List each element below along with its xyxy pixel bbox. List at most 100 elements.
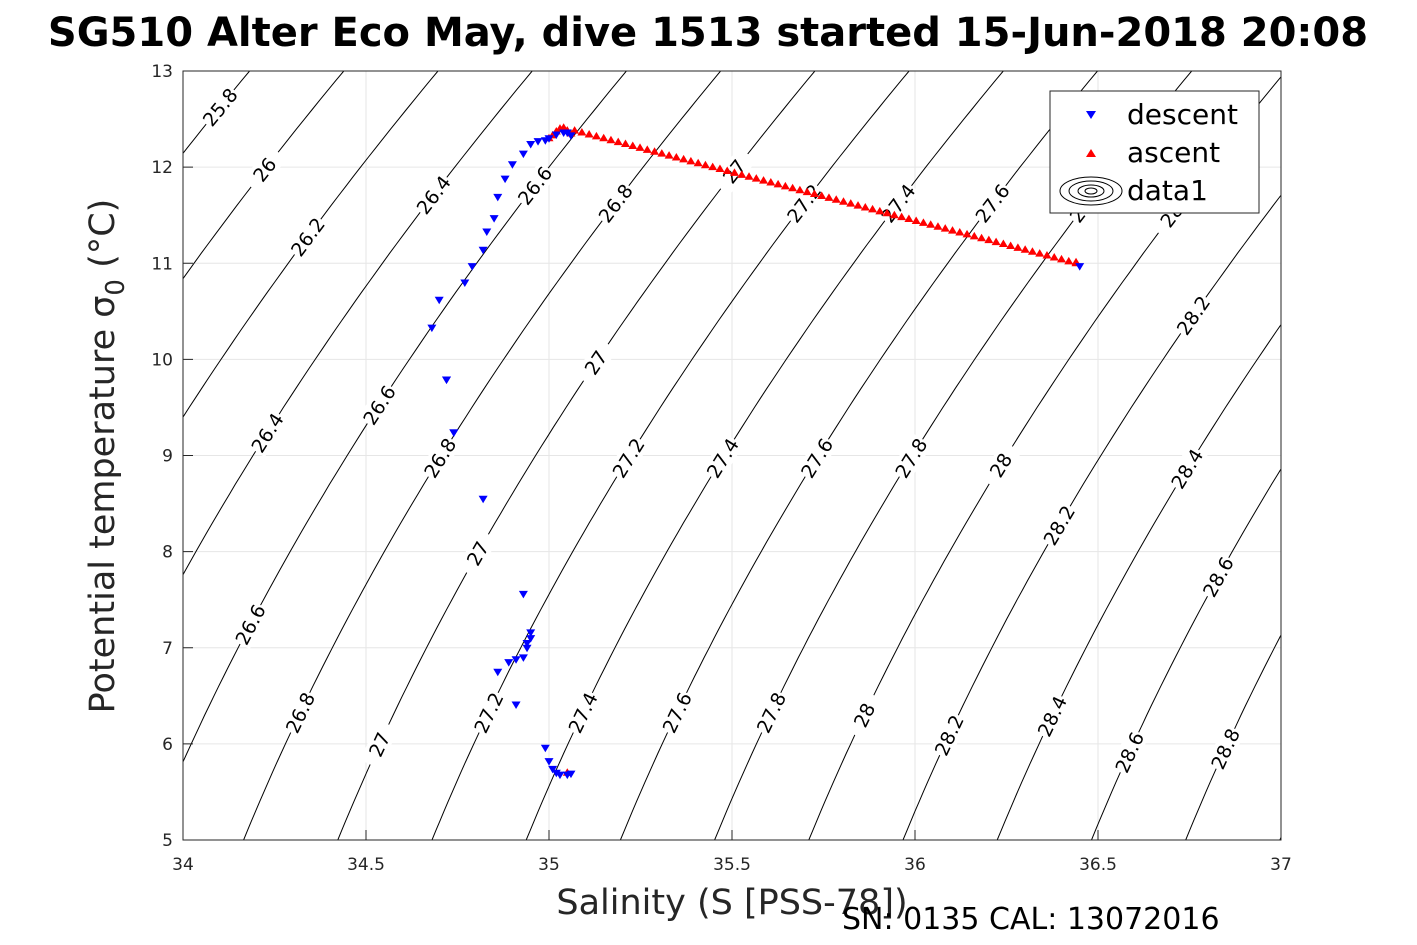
ascent-marker (715, 164, 725, 173)
ascent-marker (795, 185, 805, 194)
y-tick-label: 11 (151, 254, 173, 274)
y-tick-label: 7 (162, 639, 173, 659)
ascent-marker (657, 149, 667, 157)
x-tick-label: 37 (1270, 855, 1292, 875)
descent-marker (504, 659, 514, 667)
descent-marker (555, 771, 565, 780)
ascent-marker (940, 224, 950, 232)
ascent-marker (700, 160, 710, 169)
contour-label-bg (280, 688, 320, 738)
descent-marker (511, 701, 521, 709)
contour-label-bg (242, 145, 287, 194)
descent-marker (566, 770, 576, 779)
ascent-marker (846, 199, 856, 207)
ascent-marker (722, 166, 732, 174)
ascent-marker (962, 229, 972, 238)
ascent-marker (904, 214, 914, 223)
y-tick-label: 13 (151, 62, 173, 82)
descent-marker (482, 228, 492, 237)
contour-label-bg (1110, 727, 1149, 777)
x-tick-label: 34 (172, 855, 194, 875)
ascent-marker (998, 239, 1008, 248)
x-tick-label: 35.5 (713, 855, 751, 875)
ascent-marker (671, 153, 681, 161)
ascent-marker (875, 206, 885, 215)
contour-label-bg (751, 687, 791, 738)
descent-marker (522, 639, 532, 648)
x-tick-label: 34.5 (347, 855, 385, 875)
descent-marker (478, 246, 488, 255)
contour-label-bg (593, 179, 638, 228)
contour-label-bg (563, 688, 603, 738)
ascent-marker (686, 156, 696, 165)
ascent-marker (751, 174, 761, 182)
descent-marker (566, 132, 576, 140)
ascent-marker (824, 193, 834, 201)
ascent-marker (860, 202, 870, 211)
descent-marker (526, 629, 536, 637)
ascent-marker (817, 191, 827, 199)
contour-label-bg (512, 161, 557, 210)
ascent-marker (599, 133, 609, 142)
ascent-marker (955, 227, 965, 236)
ascent-marker (918, 218, 928, 226)
legend: descent ascent data1 (1049, 90, 1260, 214)
ascent-marker (1049, 252, 1059, 261)
legend-box (1049, 90, 1260, 214)
ascent-marker (780, 181, 790, 190)
ascent-marker (1013, 243, 1023, 251)
ascent-marker (628, 141, 638, 149)
ascent-marker (679, 154, 689, 163)
contour-label-bg (357, 380, 401, 430)
ascent-marker (911, 216, 921, 224)
ascent-marker (802, 187, 812, 196)
ascent-marker (977, 233, 987, 242)
contour-label-bg (1038, 500, 1080, 550)
y-tick-label: 6 (162, 735, 173, 755)
contour-label-bg (795, 433, 838, 483)
contour-label-bg (246, 408, 289, 458)
x-tick-label: 36 (904, 855, 926, 875)
axis-ticks: 34 34.5 35 35.5 36 36.5 37 5 6 7 8 9 10 11 12 13 (151, 62, 1291, 875)
contour-label-bg (970, 179, 1015, 228)
ascent-marker (969, 231, 979, 240)
descent-marker (548, 765, 558, 774)
legend-data1-label: data1 (1127, 174, 1208, 207)
ascent-marker (991, 237, 1001, 246)
density-contour-line (1185, 633, 1281, 840)
descent-marker (533, 138, 543, 146)
ascent-marker (1064, 256, 1074, 265)
ascent-marker (729, 168, 739, 176)
descent-marker (493, 193, 503, 202)
legend-ascent-label: ascent (1127, 136, 1220, 169)
contour-label-bg (197, 83, 243, 132)
descent-marker (551, 131, 561, 139)
density-contour-line (183, 71, 439, 419)
ascent-marker (948, 226, 958, 234)
contour-label-bg (230, 599, 271, 650)
contour-label-bg (701, 433, 744, 483)
descent-marker (500, 175, 510, 184)
footer-serial-cal: SN: 0135 CAL: 13072016 (842, 902, 1220, 937)
contour-label-bg (657, 687, 697, 738)
ascent-marker (1027, 247, 1037, 255)
y-tick-label: 8 (162, 543, 173, 563)
contour-label-bg (1197, 552, 1239, 602)
descent-marker (526, 141, 536, 149)
descent-marker (442, 376, 452, 385)
ascent-marker (882, 208, 892, 217)
ascent-marker (831, 195, 841, 203)
descent-marker (489, 215, 499, 223)
ascent-marker (693, 158, 703, 167)
density-contour-line (1090, 468, 1281, 840)
descent-marker (507, 161, 517, 169)
ascent-marker (1042, 251, 1052, 259)
y-tick-label: 10 (151, 350, 173, 370)
ascent-marker (926, 220, 936, 228)
ascent-marker (650, 147, 660, 155)
ascent-marker (759, 176, 769, 184)
descent-marker (427, 324, 437, 333)
ascent-marker (773, 179, 783, 188)
descent-marker (544, 135, 554, 143)
